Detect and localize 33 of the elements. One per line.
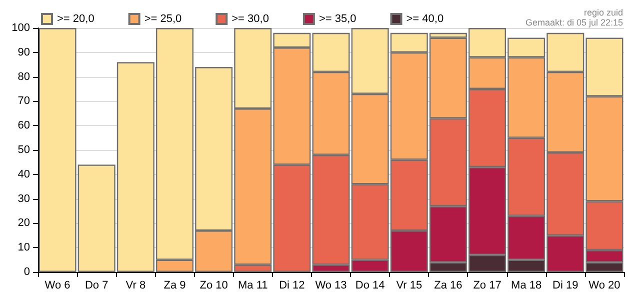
y-tick-label: 50 <box>18 144 30 156</box>
y-tick-label: 70 <box>18 95 30 108</box>
y-tick-label: 40 <box>18 168 30 180</box>
text: regio zuid <box>584 8 624 18</box>
y-tick-label: 100 <box>12 22 30 34</box>
x-tick-label: Di 19 <box>552 280 578 292</box>
y-tick-label: 80 <box>18 70 30 83</box>
x-tick-label: Ma 11 <box>238 280 268 292</box>
legend-label: >= 35,0 <box>318 13 356 25</box>
legend-label: >= 40,0 <box>406 13 444 25</box>
x-tick-label: Do 14 <box>355 280 385 292</box>
y-tick-label: 90 <box>18 46 30 58</box>
x-tick-label: Wo 13 <box>315 280 347 292</box>
x-tick-label: Do 7 <box>84 280 108 292</box>
y-tick-label: 0 <box>24 266 30 278</box>
y-tick-label: 30 <box>18 192 30 205</box>
x-tick-label: Ma 18 <box>511 280 542 292</box>
legend-label: >= 25,0 <box>144 13 182 25</box>
y-tick-label: 20 <box>18 217 30 230</box>
x-tick-label: Di 12 <box>279 280 305 292</box>
y-tick-label: 60 <box>18 120 30 132</box>
legend-label: >= 20,0 <box>57 13 94 25</box>
legend-label: >= 30,0 <box>232 13 269 25</box>
x-tick-label: Wo 20 <box>588 280 620 292</box>
x-tick-label: Za 9 <box>164 280 186 292</box>
x-tick-label: Zo 17 <box>473 280 502 292</box>
x-tick-label: Wo 6 <box>44 280 70 292</box>
x-tick-label: Za 16 <box>434 280 462 292</box>
x-tick-label: Vr 8 <box>126 280 146 292</box>
x-tick-label: Zo 10 <box>200 280 228 292</box>
y-tick-label: 10 <box>18 242 30 254</box>
x-tick-label: Vr 15 <box>396 280 422 292</box>
text: Gemaakt: di 05 jul 22:15 <box>525 18 624 28</box>
